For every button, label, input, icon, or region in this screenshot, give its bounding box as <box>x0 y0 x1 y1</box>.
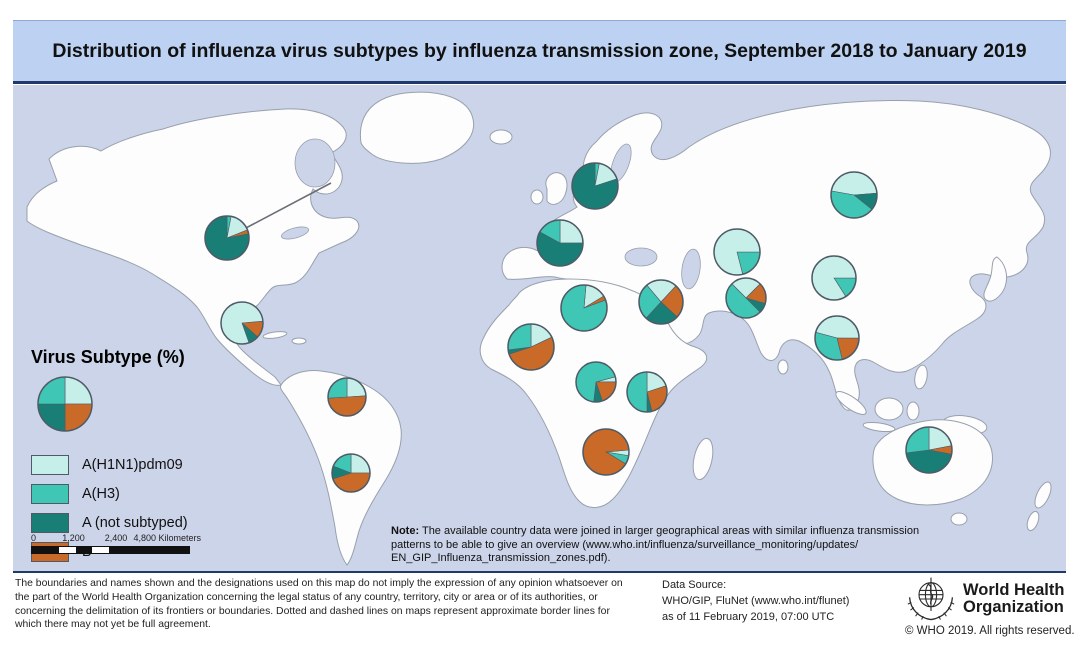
great-lakes <box>281 226 309 240</box>
pie-western-africa <box>507 323 555 371</box>
scale-bar-label-3: 4,800 Kilometers <box>133 533 201 543</box>
pie-northern-europe <box>571 162 619 210</box>
pie-temperate-south-america <box>331 453 371 493</box>
copyright-text: © WHO 2019. All rights reserved. <box>905 625 1075 637</box>
boundaries-disclaimer: The boundaries and names shown and the d… <box>15 578 623 631</box>
data-source-line-1: Data Source: <box>662 579 727 591</box>
landmass-eurasia <box>501 100 1051 411</box>
pie-middle-africa <box>575 361 617 403</box>
pie-central-america-and-caribbean <box>220 301 264 345</box>
black-sea <box>624 247 658 267</box>
scale-bar-label-1: 1,200 <box>62 533 85 543</box>
island-sumatra <box>835 391 867 415</box>
map-note: Note: The available country data were jo… <box>391 525 943 566</box>
who-wordmark: World Health Organization <box>963 581 1065 616</box>
island-philippines <box>914 364 928 390</box>
legend-label: A(H1N1)pdm09 <box>82 457 183 473</box>
scale-bar-label-0: 0 <box>31 533 37 543</box>
pie-tropical-south-america <box>327 377 367 417</box>
island-hispaniola <box>291 337 307 345</box>
scale-bar-labels: 0 1,200 2,400 4,800 Kilometers <box>31 533 201 544</box>
island-cuba <box>262 331 288 339</box>
scale-bar-label-2: 2,400 <box>104 533 128 543</box>
legend: Virus Subtype (%) A(H1N1)pdm09 A(H3) A (no… <box>31 347 261 570</box>
pie-eastern-europe <box>713 228 761 276</box>
legend-example-pie-chart <box>37 376 93 432</box>
pie-south-west-europe <box>536 219 584 267</box>
scale-bar: 0 1,200 2,400 4,800 Kilometers <box>31 533 201 554</box>
title-bar: Distribution of influenza virus subtypes… <box>13 20 1066 84</box>
legend-title: Virus Subtype (%) <box>31 347 185 367</box>
virus-subtype-pies <box>204 162 953 493</box>
legend-label: A (not subtyped) <box>82 515 188 531</box>
island-madagascar <box>692 437 714 481</box>
island-java <box>862 421 896 433</box>
world-map: Virus Subtype (%) A(H1N1)pdm09 A(H3) A (no… <box>13 85 1066 573</box>
pie-eastern-africa <box>626 371 668 413</box>
data-source-line-2: WHO/GIP, FluNet (www.who.int/flunet) <box>662 595 850 607</box>
scale-bar-graphic <box>31 546 190 554</box>
island-japan <box>983 256 1008 302</box>
legend-item-a-h3-: A(H3) <box>31 483 261 505</box>
hudson-bay <box>294 138 336 188</box>
pie-southern-asia <box>725 277 767 319</box>
caspian-sea <box>681 248 701 290</box>
island-iceland <box>489 129 513 145</box>
landmass-greenland <box>359 91 475 164</box>
legend-example-pie <box>37 376 93 432</box>
pie-north-africa <box>560 284 608 332</box>
pie-north-america <box>204 182 332 261</box>
world-map-svg <box>26 91 1052 566</box>
data-source: Data Source: WHO/GIP, FluNet (www.who.in… <box>662 577 849 625</box>
pie-southern-africa <box>582 428 630 476</box>
island-new-zealand-north <box>1034 481 1052 509</box>
who-logo-block: World Health Organization © WHO 2019. Al… <box>905 575 1075 637</box>
pie-northern-asia <box>830 171 878 219</box>
pie-eastern-asia <box>811 255 857 301</box>
pie-western-asia <box>638 279 684 325</box>
island-new-zealand-south <box>1026 510 1040 532</box>
island-great-britain <box>545 172 568 205</box>
island-borneo <box>874 397 904 421</box>
island-ireland <box>530 189 544 205</box>
legend-swatch-a-not-subtyped- <box>31 513 69 533</box>
note-text: The available country data were joined i… <box>391 525 920 564</box>
footer: The boundaries and names shown and the d… <box>0 573 1080 650</box>
landmass-north-america <box>26 108 360 386</box>
island-sulawesi <box>906 401 920 421</box>
pie-oceania <box>905 426 953 474</box>
note-label: Note: <box>391 525 420 537</box>
legend-swatch-a-h3- <box>31 484 69 504</box>
legend-swatch-a-h1n1-pdm09 <box>31 455 69 475</box>
page-title: Distribution of influenza virus subtypes… <box>52 39 1027 62</box>
legend-label: A(H3) <box>82 486 120 502</box>
who-emblem-icon <box>907 577 955 621</box>
island-tasmania <box>950 512 968 526</box>
legend-item-a-h1n1-pdm09: A(H1N1)pdm09 <box>31 454 261 476</box>
data-source-line-3: as of 11 February 2019, 07:00 UTC <box>662 611 835 623</box>
island-sri-lanka <box>777 359 789 375</box>
pie-south-east-asia <box>814 315 860 361</box>
legend-item-a-not-subtyped-: A (not subtyped) <box>31 512 261 534</box>
